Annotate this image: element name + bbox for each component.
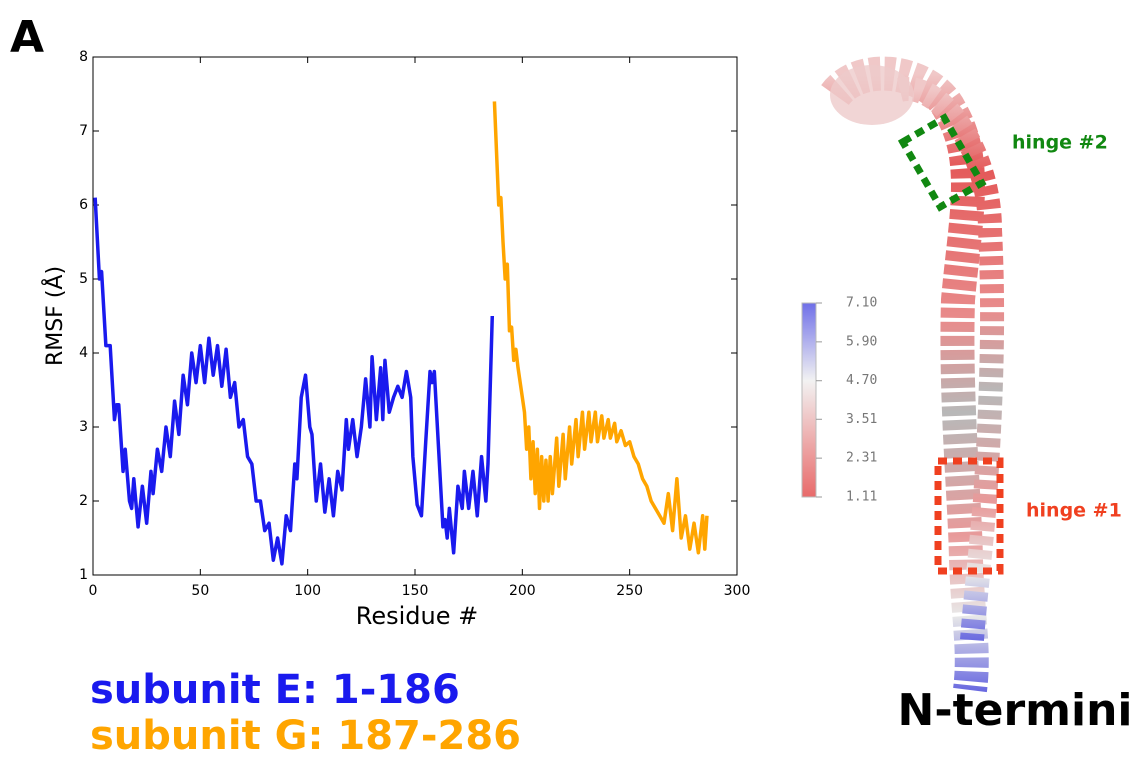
colorbar-label: 4.70 — [846, 373, 877, 388]
y-tick-label: 4 — [79, 345, 88, 361]
x-axis-label: Residue # — [356, 602, 478, 630]
colorbar-label: 2.31 — [846, 451, 877, 466]
colorbar — [802, 303, 816, 497]
x-tick-label: 100 — [294, 583, 321, 599]
structure — [802, 65, 1000, 690]
x-tick-label: 300 — [724, 583, 751, 599]
figure: A Residue # RMSF (Å) hinge #2 hinge #1 N… — [0, 0, 1141, 776]
y-tick-label: 2 — [79, 493, 88, 509]
colorbar-label: 5.90 — [846, 334, 877, 349]
x-tick-label: 200 — [509, 583, 536, 599]
panel-label: A — [10, 12, 44, 63]
x-tick-label: 50 — [191, 583, 209, 599]
x-tick-label: 150 — [402, 583, 429, 599]
head — [830, 65, 914, 125]
y-tick-label: 6 — [79, 197, 88, 213]
colorbar-label: 3.51 — [846, 412, 877, 427]
colorbar-label: 1.11 — [846, 490, 877, 505]
hinge-1-label: hinge #1 — [1026, 500, 1122, 522]
y-axis-label: RMSF (Å) — [41, 266, 68, 366]
terminus-label: N-termini — [898, 685, 1133, 736]
legend-label: subunit G: 187-286 — [90, 713, 521, 759]
x-tick-label: 0 — [89, 583, 98, 599]
x-tick-label: 250 — [616, 583, 643, 599]
y-tick-label: 3 — [79, 419, 88, 435]
series-line — [494, 101, 707, 552]
y-tick-label: 5 — [79, 271, 88, 287]
legend-label: subunit E: 1-186 — [90, 667, 460, 713]
y-tick-label: 1 — [79, 567, 88, 583]
hinge-2-label: hinge #2 — [1012, 132, 1108, 154]
series-line — [95, 198, 492, 564]
y-tick-label: 8 — [79, 49, 88, 65]
y-tick-label: 7 — [79, 123, 88, 139]
colorbar-label: 7.10 — [846, 296, 877, 311]
